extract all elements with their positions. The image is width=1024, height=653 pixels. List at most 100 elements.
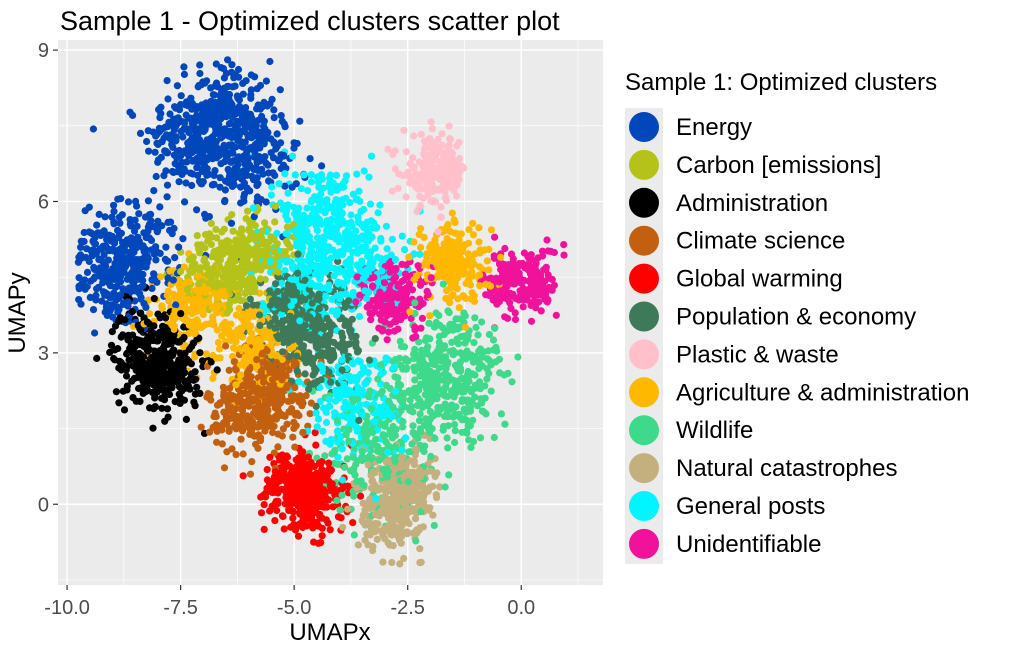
data-point xyxy=(170,325,178,333)
data-point xyxy=(282,230,290,238)
data-point xyxy=(290,418,298,426)
data-point xyxy=(491,233,499,241)
data-point xyxy=(193,206,201,214)
data-point xyxy=(520,276,528,285)
data-point xyxy=(416,410,424,418)
data-point xyxy=(306,250,314,258)
data-point xyxy=(347,329,355,337)
data-point xyxy=(452,315,460,323)
data-point xyxy=(433,395,441,403)
data-point xyxy=(501,244,509,253)
data-point xyxy=(229,227,237,235)
data-point xyxy=(93,354,101,362)
data-point xyxy=(412,445,420,453)
data-point xyxy=(511,315,520,324)
data-point xyxy=(339,340,347,348)
data-point xyxy=(415,338,423,346)
data-point xyxy=(151,347,159,355)
data-point xyxy=(432,491,440,499)
data-point xyxy=(445,122,453,130)
data-point xyxy=(453,377,461,385)
data-point xyxy=(466,403,475,411)
data-point xyxy=(156,203,164,211)
data-point xyxy=(317,539,325,547)
data-point xyxy=(372,435,380,443)
data-point xyxy=(482,410,490,418)
data-point xyxy=(425,319,433,327)
data-point xyxy=(474,331,482,339)
data-point xyxy=(294,532,303,540)
data-point xyxy=(507,250,516,258)
data-point xyxy=(354,383,362,391)
data-point xyxy=(89,306,98,314)
data-point xyxy=(341,177,349,185)
data-point xyxy=(342,431,350,439)
data-point xyxy=(111,356,119,364)
data-point xyxy=(115,213,123,221)
data-point xyxy=(152,256,160,264)
data-point xyxy=(306,410,314,418)
data-point xyxy=(476,434,485,442)
data-point xyxy=(304,187,312,195)
data-point xyxy=(349,248,357,257)
data-point xyxy=(106,348,114,356)
data-point xyxy=(400,343,409,351)
data-point xyxy=(81,285,89,293)
data-point xyxy=(228,61,236,69)
data-point xyxy=(290,424,298,432)
data-point xyxy=(270,106,278,114)
data-point xyxy=(207,219,215,228)
data-point xyxy=(220,225,228,233)
data-point xyxy=(485,330,493,339)
data-point xyxy=(257,509,266,517)
data-point xyxy=(245,321,253,329)
data-point xyxy=(156,114,164,122)
data-point xyxy=(234,291,243,299)
data-point xyxy=(148,284,156,292)
data-point xyxy=(478,318,486,326)
data-point xyxy=(354,541,362,549)
data-point xyxy=(344,226,352,234)
data-point xyxy=(548,275,556,284)
data-point xyxy=(328,321,336,329)
data-point xyxy=(122,366,130,374)
data-point xyxy=(363,303,371,311)
data-point xyxy=(268,183,276,191)
data-point xyxy=(132,397,140,405)
data-point xyxy=(278,432,286,440)
data-point xyxy=(437,213,445,221)
data-point xyxy=(210,412,218,421)
data-point xyxy=(280,120,288,128)
data-point xyxy=(382,222,390,230)
data-point xyxy=(290,203,298,211)
data-point xyxy=(492,358,500,366)
data-point xyxy=(114,345,122,353)
data-point xyxy=(328,295,336,303)
data-point xyxy=(258,165,266,173)
data-point xyxy=(389,150,397,158)
data-point xyxy=(283,223,291,231)
data-point xyxy=(279,411,287,419)
data-point xyxy=(409,154,417,162)
data-point xyxy=(378,387,386,395)
data-point xyxy=(322,418,331,427)
data-point xyxy=(492,293,500,301)
data-point xyxy=(319,184,327,192)
data-point xyxy=(256,275,264,283)
data-point xyxy=(326,526,334,534)
data-point xyxy=(274,404,282,412)
data-point xyxy=(210,247,219,255)
data-point xyxy=(439,280,447,288)
data-point xyxy=(465,270,473,278)
data-point xyxy=(145,147,153,155)
data-point xyxy=(281,170,289,178)
data-point xyxy=(386,426,394,434)
data-point xyxy=(475,224,483,232)
data-point xyxy=(276,86,284,94)
data-point xyxy=(552,311,560,319)
data-point xyxy=(107,302,115,310)
data-point xyxy=(468,256,476,264)
data-point xyxy=(218,440,226,448)
data-point xyxy=(491,324,499,332)
data-point xyxy=(420,233,428,242)
